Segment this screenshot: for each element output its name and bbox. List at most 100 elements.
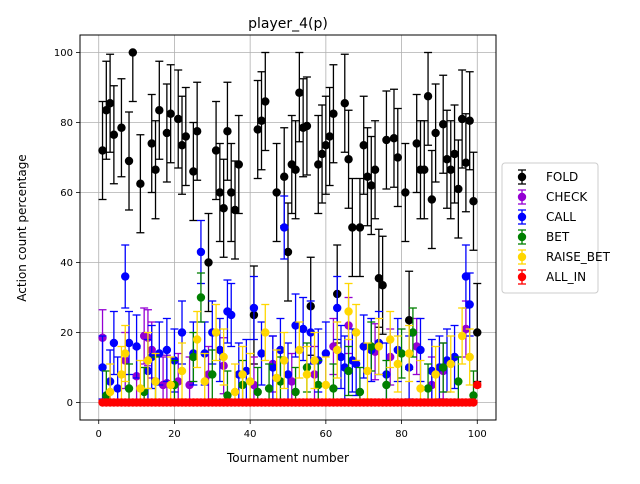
legend-label: CHECK	[546, 190, 588, 204]
data-point	[272, 188, 281, 197]
data-point	[469, 197, 478, 206]
data-point	[325, 132, 334, 141]
data-point	[261, 328, 270, 337]
data-point	[367, 181, 376, 190]
legend-item: RAISE_BET	[517, 249, 611, 265]
data-point	[298, 324, 308, 334]
data-point	[174, 114, 183, 124]
legend-label: RAISE_BET	[546, 250, 611, 264]
series-fold	[98, 48, 482, 383]
data-point	[151, 377, 160, 386]
data-point	[461, 272, 471, 281]
data-point	[211, 328, 221, 337]
data-point	[370, 165, 380, 174]
data-point	[192, 127, 202, 136]
data-point	[230, 205, 240, 215]
data-point	[397, 349, 406, 358]
data-point	[124, 338, 134, 348]
data-point	[321, 380, 331, 390]
data-point	[196, 293, 206, 302]
data-point	[431, 370, 440, 379]
data-point	[268, 363, 278, 372]
data-point	[196, 247, 206, 257]
data-point	[177, 328, 187, 337]
data-point	[117, 370, 126, 379]
data-point	[280, 172, 289, 181]
data-point	[473, 328, 482, 337]
data-point	[302, 121, 312, 131]
y-tick-label: 80	[60, 118, 73, 129]
data-point	[162, 345, 172, 355]
data-point	[109, 338, 119, 348]
data-point	[329, 384, 338, 393]
data-point	[291, 321, 300, 330]
y-tick-label: 60	[60, 188, 73, 199]
legend-marker	[517, 252, 527, 262]
data-point	[253, 125, 262, 134]
data-point	[272, 373, 281, 383]
data-point	[333, 345, 342, 355]
data-point	[257, 349, 266, 358]
data-point	[264, 384, 274, 393]
legend-marker	[517, 272, 527, 282]
data-point	[363, 172, 372, 181]
data-point	[457, 114, 467, 124]
data-point	[162, 128, 172, 138]
data-point	[189, 352, 198, 362]
data-point	[438, 363, 448, 372]
data-point	[280, 356, 289, 365]
legend-label: FOLD	[546, 170, 578, 184]
legend-marker	[517, 232, 527, 242]
data-point	[253, 387, 262, 397]
data-point	[412, 139, 421, 148]
data-point	[98, 146, 107, 155]
y-tick-label: 0	[67, 398, 73, 409]
data-point	[204, 258, 213, 267]
data-point	[98, 363, 107, 372]
data-point	[283, 247, 293, 257]
data-point	[124, 384, 134, 393]
legend-item: FOLD	[517, 169, 578, 185]
data-point	[310, 356, 319, 365]
data-point	[401, 188, 410, 197]
data-point	[238, 370, 247, 379]
data-point	[166, 380, 175, 390]
x-tick-label: 0	[96, 429, 102, 440]
data-point	[121, 272, 130, 281]
data-point	[446, 359, 455, 369]
data-point	[351, 328, 361, 337]
legend-box	[501, 162, 599, 294]
data-point	[283, 370, 293, 379]
data-point	[329, 109, 338, 118]
data-point	[469, 391, 478, 400]
series-layer	[98, 48, 482, 407]
data-point	[200, 377, 209, 386]
data-point	[314, 160, 323, 169]
legend-marker	[517, 212, 527, 222]
data-point	[321, 349, 331, 358]
data-point	[181, 132, 190, 141]
data-point	[393, 153, 402, 162]
data-point	[374, 274, 384, 283]
data-point	[367, 342, 376, 351]
x-tick-label: 40	[244, 429, 257, 440]
data-point	[261, 97, 270, 106]
data-point	[465, 352, 474, 362]
data-point	[454, 377, 463, 386]
data-point	[431, 128, 440, 138]
plot-frame	[79, 34, 497, 421]
x-axis-label: Tournament number	[226, 451, 349, 465]
data-point	[291, 387, 300, 397]
data-point	[359, 342, 368, 351]
data-point	[386, 335, 395, 344]
data-point	[105, 387, 115, 397]
data-point	[128, 48, 138, 57]
data-point	[374, 342, 384, 351]
data-point	[291, 165, 300, 174]
data-point	[219, 352, 228, 362]
data-point	[155, 106, 164, 115]
data-point	[473, 380, 482, 390]
legend-marker	[517, 172, 527, 182]
data-point	[404, 316, 414, 325]
